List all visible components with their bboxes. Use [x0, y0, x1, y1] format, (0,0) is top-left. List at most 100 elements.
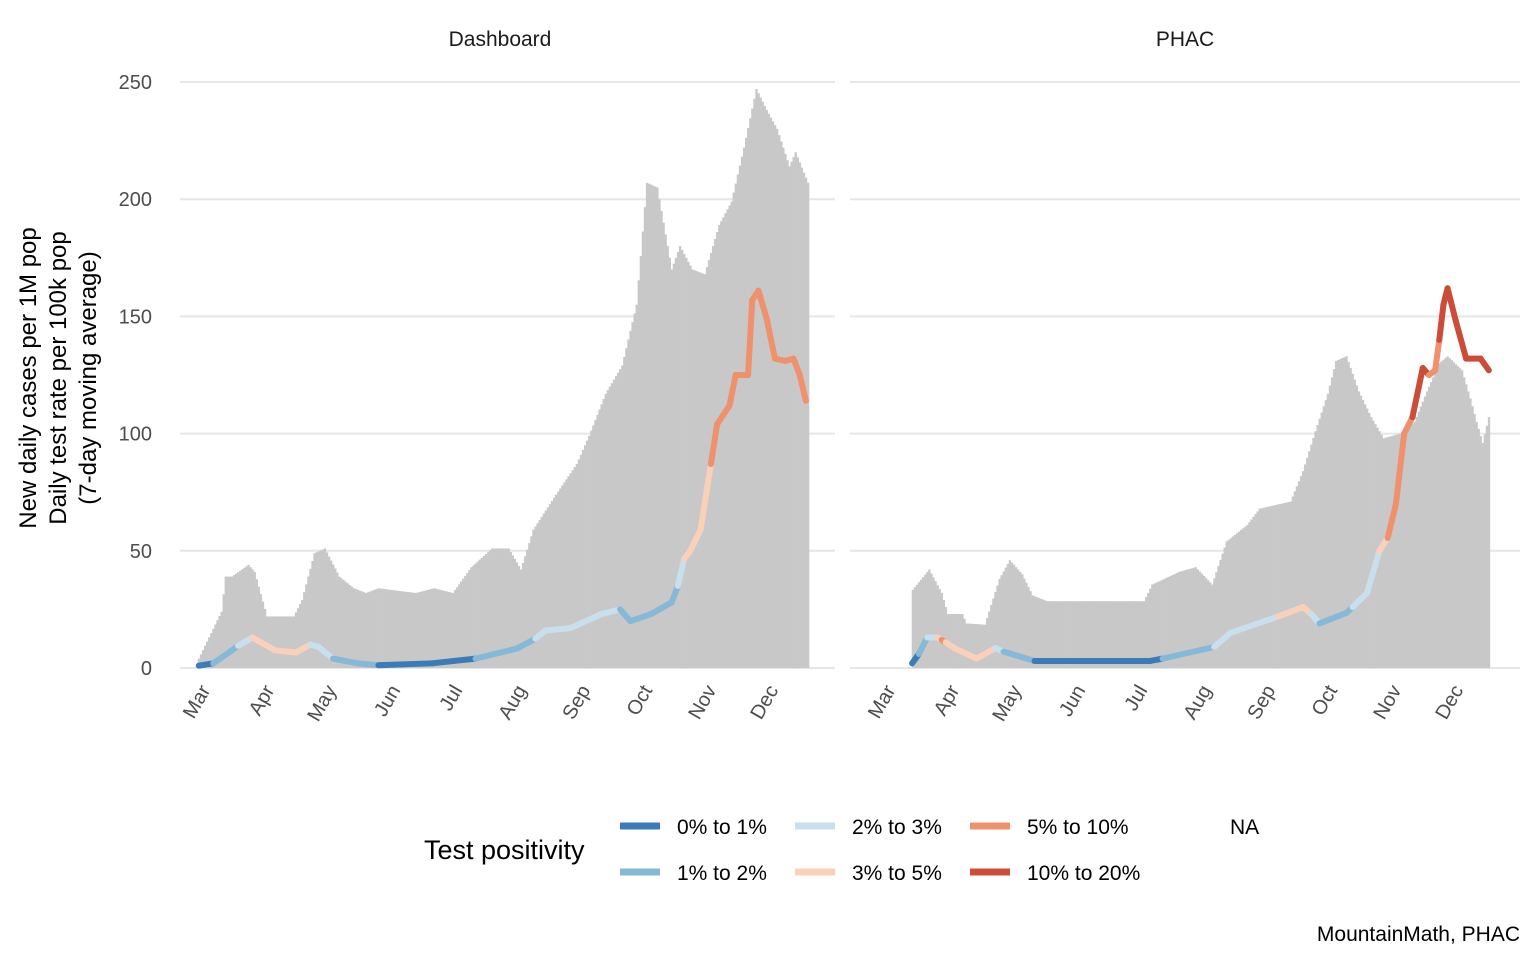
case-bar: [313, 553, 316, 668]
case-bar: [389, 589, 393, 668]
case-bar: [693, 270, 696, 668]
case-bar: [1140, 601, 1144, 668]
test-rate-segment: [973, 645, 999, 662]
case-bar: [1401, 431, 1404, 668]
case-bar: [511, 555, 515, 668]
case-bar: [722, 217, 725, 669]
case-bar: [1363, 404, 1367, 668]
case-bar: [340, 578, 343, 668]
case-bar: [1316, 425, 1319, 668]
case-bar: [507, 548, 510, 668]
case-bar: [1460, 370, 1464, 668]
legend-label: 2% to 3%: [852, 816, 942, 839]
case-bar: [1010, 562, 1014, 668]
case-bar: [220, 611, 223, 668]
case-bar: [1186, 569, 1189, 668]
case-bar: [683, 253, 686, 669]
test-rate-segment: [648, 599, 675, 618]
case-bar: [453, 590, 457, 668]
case-bar: [1223, 547, 1226, 668]
test-rate-segment: [513, 635, 539, 652]
case-bar: [249, 567, 252, 668]
x-tick-label: Jul: [1120, 682, 1152, 715]
test-rate-segment: [726, 372, 739, 409]
case-bar: [930, 573, 933, 668]
case-bar: [1176, 572, 1179, 668]
case-bar: [778, 135, 781, 668]
case-bar: [1322, 406, 1325, 668]
case-bar: [786, 160, 789, 668]
case-bar: [1448, 358, 1451, 668]
case-bar: [282, 616, 285, 668]
x-tick-label: Oct: [623, 681, 658, 719]
case-bar: [1370, 417, 1373, 668]
case-bar: [1345, 356, 1348, 668]
case-bar: [245, 566, 248, 668]
x-tick-label: Jun: [1055, 682, 1090, 721]
case-bar: [538, 520, 541, 668]
case-bar: [1394, 434, 1398, 668]
case-bar: [1114, 601, 1117, 668]
case-bar: [973, 623, 976, 668]
case-bar: [550, 500, 554, 668]
case-bar: [1050, 601, 1053, 668]
case-bar: [1035, 597, 1038, 668]
case-bar: [445, 591, 448, 668]
case-bar: [484, 554, 488, 668]
case-bar: [1384, 437, 1387, 668]
case-bar: [1204, 578, 1208, 668]
case-bar: [992, 598, 995, 668]
case-bar: [212, 628, 215, 668]
case-bar: [1225, 541, 1228, 668]
case-bar: [749, 118, 752, 668]
case-bar: [594, 420, 597, 668]
y-tick-label: 250: [119, 72, 152, 94]
case-bar: [257, 586, 261, 668]
legend-label: 1% to 2%: [677, 862, 767, 885]
case-bar: [1477, 428, 1480, 668]
case-bar: [1021, 574, 1024, 668]
case-bar: [319, 550, 322, 668]
test-rate-segment: [567, 611, 605, 632]
case-bar: [804, 177, 808, 669]
case-bar: [1221, 553, 1224, 668]
case-bar: [608, 386, 612, 668]
case-bar: [1136, 601, 1140, 668]
case-bar: [1068, 601, 1071, 668]
x-tick-label: Jul: [435, 682, 467, 715]
case-bar: [375, 589, 378, 668]
case-bar: [1432, 377, 1435, 668]
case-bar: [575, 464, 579, 668]
case-bar: [967, 623, 970, 668]
test-rate-segment: [472, 645, 520, 662]
case-bar: [919, 579, 923, 668]
legend-item-c1020: 10% to 20%: [970, 862, 1140, 885]
case-bar: [416, 592, 420, 668]
case-bar: [356, 589, 360, 668]
case-bar: [1047, 601, 1051, 668]
legend-title: Test positivity: [424, 835, 585, 865]
case-bar: [1091, 601, 1094, 668]
case-bar: [643, 207, 647, 668]
case-bar: [1000, 575, 1003, 668]
case-bar: [346, 583, 349, 668]
case-bar: [938, 589, 941, 668]
case-bar: [1083, 601, 1086, 668]
case-bar: [437, 589, 440, 668]
case-bar: [1126, 601, 1129, 668]
case-bar: [449, 592, 453, 668]
y-tick-label: 100: [119, 424, 152, 446]
case-bar: [1130, 601, 1133, 668]
case-bar: [934, 581, 937, 668]
case-bar: [1122, 601, 1125, 668]
case-bar: [460, 581, 463, 668]
case-bar: [288, 616, 291, 668]
case-bar: [1196, 569, 1200, 668]
test-rate-segment: [1444, 285, 1459, 325]
case-bar: [1293, 491, 1297, 668]
case-bar: [1246, 525, 1249, 668]
case-bar: [1167, 576, 1171, 668]
case-bar: [647, 183, 651, 668]
case-bar: [678, 246, 682, 668]
case-bar: [610, 383, 614, 668]
